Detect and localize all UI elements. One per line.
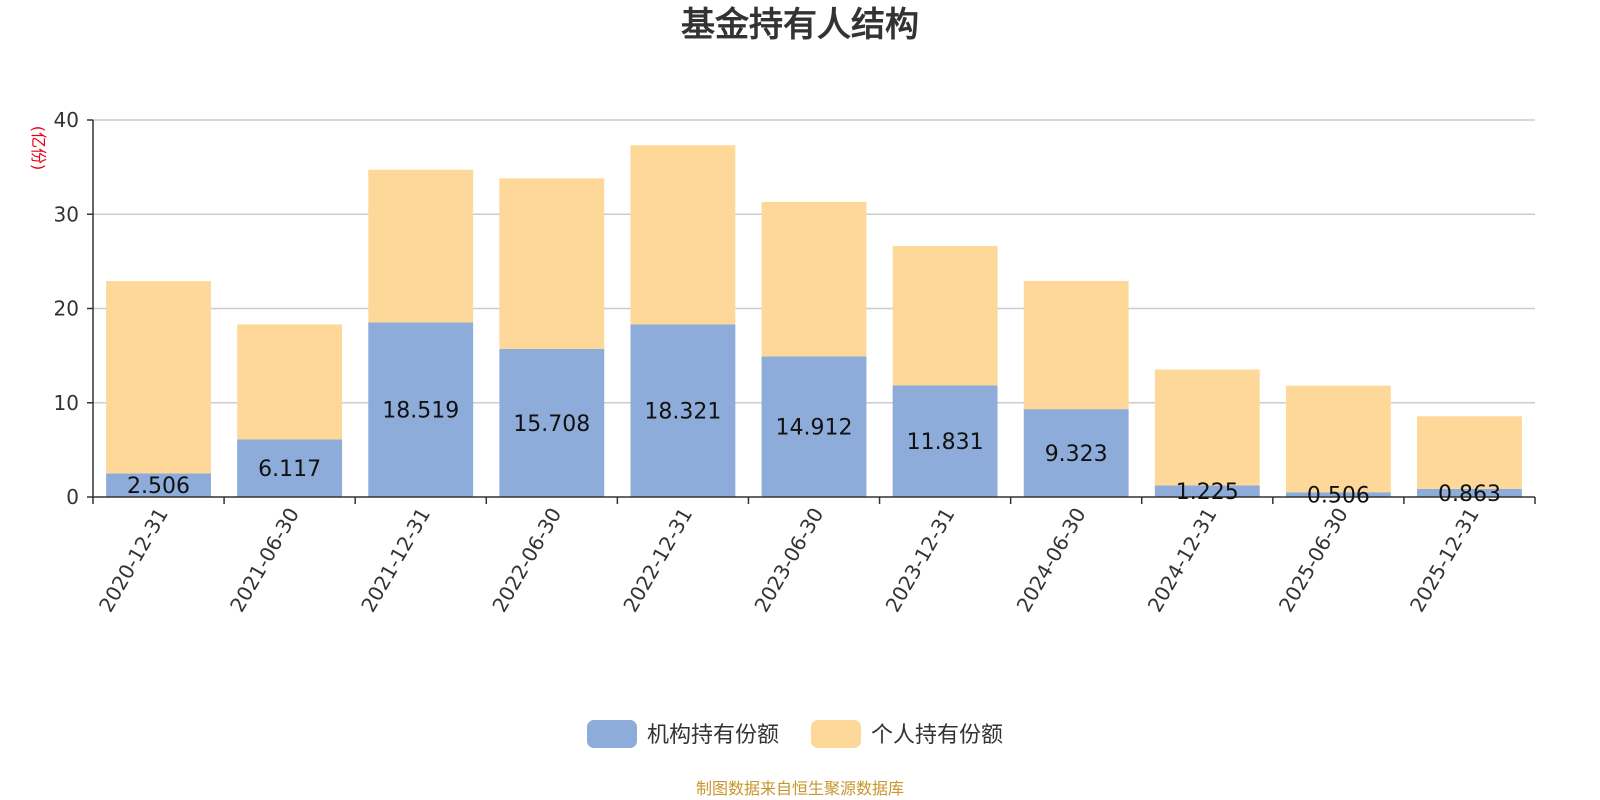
bars — [106, 145, 1522, 497]
bar-individual[interactable] — [237, 324, 343, 440]
value-labels: 2.506 6.117 18.519 15.708 18.321 14.912 11.831… — [127, 399, 1501, 509]
bar-institutional[interactable] — [368, 322, 474, 497]
legend-swatch[interactable] — [587, 720, 637, 748]
bar-institutional[interactable] — [761, 356, 867, 497]
bar-individual[interactable] — [1417, 416, 1522, 489]
x-tick-label: 2021-12-31 — [356, 504, 435, 617]
bar-individual[interactable] — [761, 201, 867, 357]
bar-institutional[interactable] — [630, 324, 736, 497]
bar-value-label: 2.506 — [127, 474, 190, 499]
bar-individual[interactable] — [368, 169, 474, 323]
bar-institutional[interactable] — [106, 473, 211, 497]
legend-swatch[interactable] — [811, 720, 861, 748]
bar-value-label: 6.117 — [258, 457, 321, 482]
bar-institutional[interactable] — [499, 348, 605, 497]
bar-value-label: 0.506 — [1307, 484, 1370, 509]
x-tick-label: 2021-06-30 — [225, 504, 304, 617]
x-tick-label: 2023-12-31 — [881, 503, 960, 616]
data-source-note: 制图数据来自恒生聚源数据库 — [696, 779, 904, 798]
bar-individual[interactable] — [1154, 369, 1260, 486]
x-tick-label: 2020-12-31 — [94, 504, 173, 617]
bar-value-label: 0.863 — [1438, 482, 1501, 507]
bar-institutional[interactable] — [1023, 409, 1129, 497]
bar-institutional[interactable] — [1417, 488, 1522, 497]
y-tick-label: 30 — [54, 202, 79, 226]
x-tick-label: 2022-12-31 — [618, 504, 697, 617]
y-tick-label: 10 — [54, 391, 79, 415]
bar-individual[interactable] — [1023, 280, 1129, 410]
bar-value-label: 11.831 — [907, 430, 984, 455]
y-tick-label: 0 — [66, 485, 79, 509]
bar-institutional[interactable] — [1154, 485, 1260, 497]
bar-value-label: 18.321 — [644, 400, 721, 425]
bar-value-label: 15.708 — [513, 412, 590, 437]
x-tick-label: 2024-06-30 — [1012, 504, 1091, 617]
bar-individual[interactable] — [1285, 385, 1391, 493]
bar-individual[interactable] — [630, 145, 736, 325]
bar-individual[interactable] — [499, 178, 605, 349]
bar-individual[interactable] — [106, 281, 211, 474]
bar-institutional[interactable] — [237, 439, 343, 497]
y-tick-label: 40 — [54, 108, 79, 132]
y-axis-unit: (亿份) — [29, 126, 48, 171]
chart-title: 基金持有人结构 — [681, 5, 919, 45]
bar-institutional[interactable] — [892, 385, 998, 497]
x-tick-label: 2025-06-30 — [1274, 504, 1353, 617]
bar-institutional[interactable] — [1285, 492, 1391, 497]
legend-label[interactable]: 个人持有份额 — [871, 723, 1003, 748]
bar-value-label: 1.225 — [1176, 480, 1239, 505]
x-tick-label: 2024-12-31 — [1143, 504, 1222, 617]
bar-value-label: 14.912 — [776, 416, 853, 441]
x-tick-label: 2023-06-30 — [749, 504, 828, 617]
bar-individual[interactable] — [892, 246, 998, 386]
legend-label[interactable]: 机构持有份额 — [647, 723, 779, 748]
x-tick-label: 2025-12-31 — [1405, 504, 1484, 617]
bar-value-label: 9.323 — [1045, 442, 1108, 467]
x-tick-label: 2022-06-30 — [487, 504, 566, 617]
y-tick-label: 20 — [54, 297, 79, 321]
legend[interactable]: 机构持有份额 个人持有份额 — [587, 720, 1003, 748]
bar-value-label: 18.519 — [382, 399, 459, 424]
